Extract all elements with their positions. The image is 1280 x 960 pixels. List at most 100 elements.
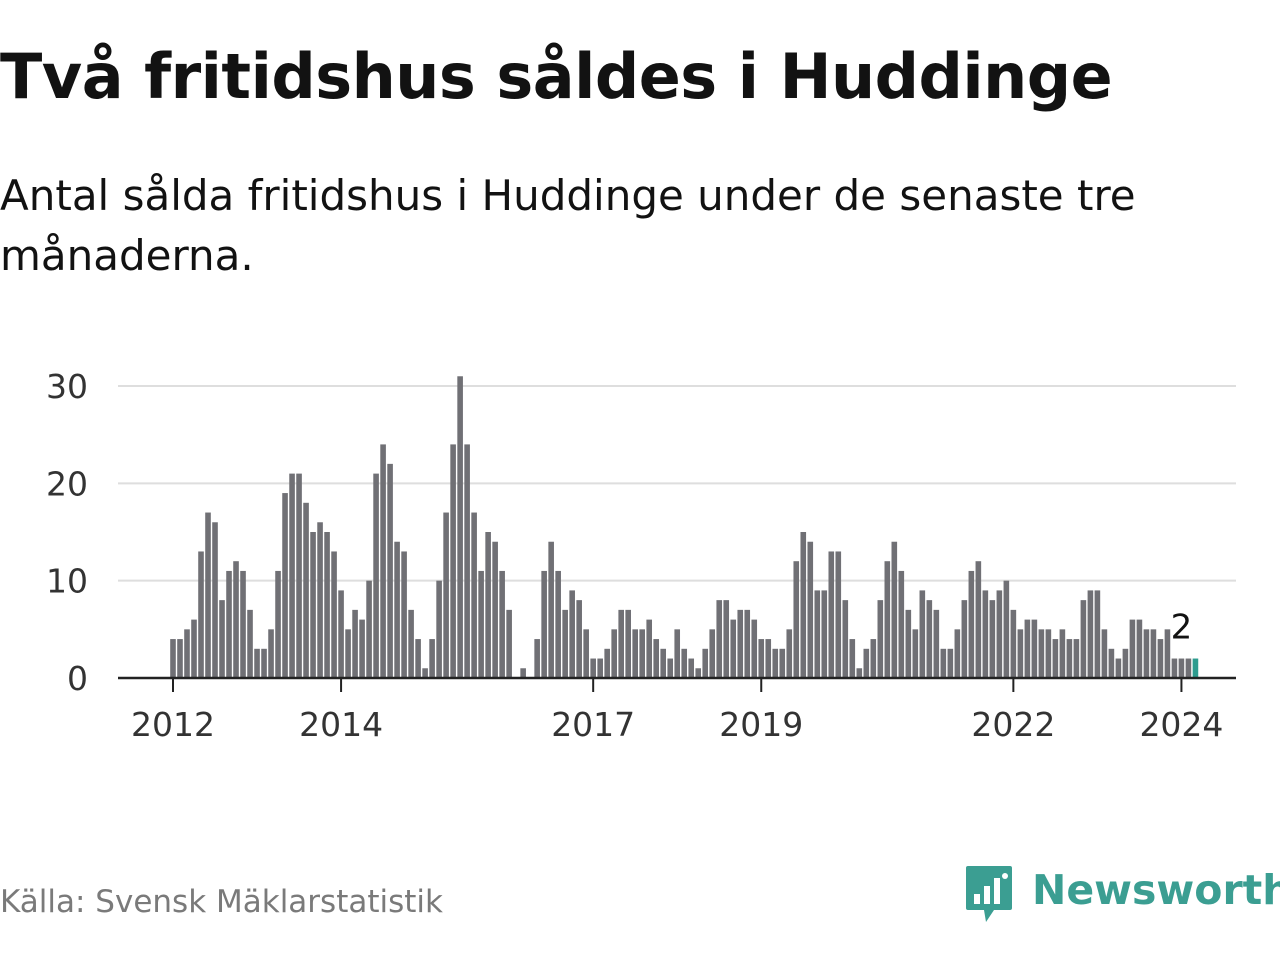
bar: [723, 600, 730, 678]
bar: [198, 551, 204, 678]
bar: [506, 609, 512, 678]
bar: [436, 580, 442, 678]
bar: [940, 648, 947, 678]
bar: [1178, 658, 1185, 678]
bar: [821, 590, 828, 678]
bar: [814, 590, 821, 678]
bar: [422, 668, 428, 678]
bar: [996, 590, 1003, 678]
bar: [562, 609, 568, 678]
bar: [282, 493, 288, 678]
bar: [1066, 639, 1073, 678]
bar: [849, 639, 856, 678]
bar: [611, 629, 617, 678]
bar: [184, 629, 190, 678]
bar: [905, 609, 912, 678]
bar: [226, 570, 232, 678]
bar: [856, 668, 863, 678]
bar: [786, 629, 793, 678]
bar: [597, 658, 603, 678]
bar: [1136, 619, 1143, 678]
bar: [681, 648, 688, 678]
bar: [772, 648, 779, 678]
bar: [1129, 619, 1136, 678]
bar: [765, 639, 772, 678]
bar: [457, 376, 463, 678]
bar: [338, 590, 344, 678]
chart-title: Två fritidshus såldes i Huddinge: [0, 40, 1113, 113]
bar: [688, 658, 695, 678]
bar: [884, 561, 891, 678]
bar: [289, 473, 295, 678]
bar: [779, 648, 786, 678]
bar: [478, 570, 484, 678]
bar: [464, 444, 470, 678]
bar: [520, 668, 526, 678]
bar: [555, 570, 561, 678]
bar: [387, 463, 393, 678]
bar: [807, 541, 814, 678]
bar: [793, 561, 800, 678]
bar: [1024, 619, 1031, 678]
bar: [877, 600, 884, 678]
bar: [1038, 629, 1045, 678]
bar: [744, 609, 751, 678]
bar: [1045, 629, 1052, 678]
bar: [674, 629, 681, 678]
data-label: 2: [1171, 608, 1193, 648]
bar: [408, 609, 414, 678]
bar: [1164, 629, 1171, 678]
bar: [604, 648, 610, 678]
bar: [1094, 590, 1101, 678]
bar: [730, 619, 737, 678]
bar: [1087, 590, 1094, 678]
bar: [443, 512, 449, 678]
bar: [667, 658, 674, 678]
bar: [737, 609, 744, 678]
bar: [1115, 658, 1122, 678]
bar: [1031, 619, 1038, 678]
bar: [800, 532, 807, 678]
bar: [191, 619, 197, 678]
bar: [926, 600, 933, 678]
bar: [975, 561, 982, 678]
bar: [1108, 648, 1115, 678]
bar: [373, 473, 379, 678]
bar: [758, 639, 765, 678]
bar: [1185, 658, 1192, 678]
bar: [835, 551, 842, 678]
bar: [1171, 658, 1178, 678]
bar: [1157, 639, 1164, 678]
x-tick-label: 2024: [1139, 705, 1223, 744]
bar: [1073, 639, 1080, 678]
bar: [548, 541, 554, 678]
bar: [968, 570, 975, 678]
bar: [205, 512, 211, 678]
bar: [639, 629, 646, 678]
bar: [632, 629, 638, 678]
bar: [1003, 580, 1010, 678]
bar: [646, 619, 653, 678]
bar: [919, 590, 926, 678]
bar: [219, 600, 225, 678]
x-tick-label: 2019: [719, 705, 803, 744]
bar: [751, 619, 758, 678]
chart-subtitle: Antal sålda fritidshus i Huddinge under …: [0, 171, 1136, 280]
bar: [415, 639, 421, 678]
bar: [947, 648, 954, 678]
y-tick-label: 20: [46, 464, 88, 503]
bar: [170, 639, 176, 678]
bar: [212, 522, 218, 678]
bar: [653, 639, 660, 678]
bar: [359, 619, 365, 678]
bar: [401, 551, 407, 678]
bar: [394, 541, 400, 678]
bar: [247, 609, 253, 678]
bar: [576, 600, 582, 678]
y-tick-label: 10: [46, 562, 88, 601]
bar: [625, 609, 631, 678]
bar: [1192, 658, 1199, 678]
bar: [891, 541, 898, 678]
bar: [1059, 629, 1066, 678]
bar: [660, 648, 667, 678]
